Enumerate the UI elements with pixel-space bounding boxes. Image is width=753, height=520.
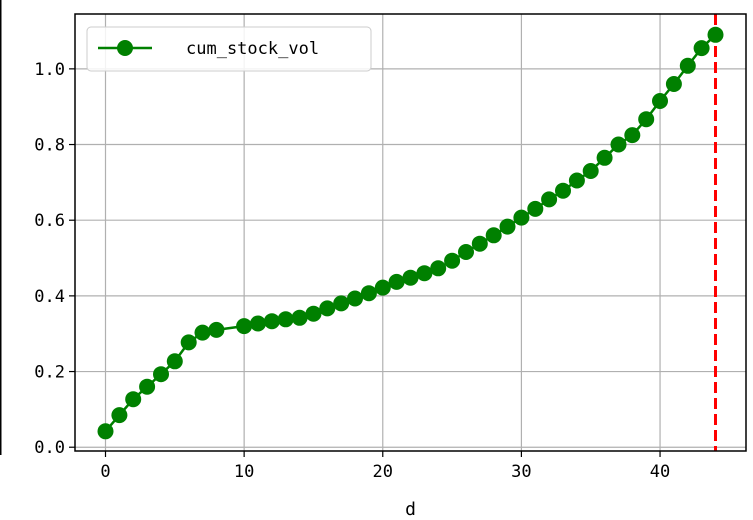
data-point [360,285,377,302]
legend-label: cum_stock_vol [186,39,319,59]
y-tick-label: 1.0 [34,60,65,80]
data-point [582,163,599,179]
data-point [541,191,558,208]
data-point [208,321,225,338]
data-point [596,149,613,166]
data-point [402,269,419,286]
y-tick-label: 0.4 [34,287,65,307]
grid [75,14,746,451]
legend: cum_stock_vol [86,26,372,72]
data-point [444,252,461,269]
data-point [153,366,169,383]
y-tick-label: 0.2 [34,363,65,383]
data-point [707,26,724,43]
data-point [319,300,336,317]
x-tick-label: 10 [234,462,254,482]
data-point [180,334,197,351]
y-tick-label: 0.8 [34,136,65,156]
legend-marker-swatch [117,40,133,56]
data-point [166,353,183,370]
data-point [458,244,474,260]
data-point [568,172,585,189]
data-point [485,227,502,244]
data-point [430,260,447,277]
data-point [125,391,142,408]
data-point [347,290,363,307]
data-point [277,311,294,328]
data-point [638,111,655,128]
data-point [374,279,391,296]
data-point [111,407,128,424]
data-point [499,218,516,235]
data-point [527,200,544,217]
x-tick-label: 30 [511,462,531,482]
ticks: 0 10 20 30 40 0.0 0.2 0.4 0.6 0.8 1.0 [34,60,670,482]
plot-frame [74,13,747,452]
data-point [236,318,253,335]
data-point [250,315,266,332]
data-point [291,309,308,326]
data-point [555,182,571,199]
series-markers [97,26,724,440]
x-tick-label: 20 [373,462,393,482]
data-point [513,209,530,226]
x-axis-label: d [405,499,416,520]
data-point [388,273,405,290]
data-point [139,378,156,395]
data-point [416,265,433,282]
data-point [665,76,682,92]
data-point [693,40,710,57]
data-point [610,136,627,153]
data-point [624,127,641,144]
data-point [263,313,280,330]
data-point [97,423,114,440]
x-tick-label: 0 [100,462,110,482]
data-point [194,324,211,341]
data-point [652,93,668,109]
data-point [679,57,696,74]
data-point [333,295,350,312]
data-point [305,305,322,322]
y-tick-label: 0.0 [34,438,65,458]
x-tick-label: 40 [650,462,670,482]
legend-box [86,26,372,72]
data-point [471,235,488,252]
y-tick-label: 0.6 [34,211,65,231]
